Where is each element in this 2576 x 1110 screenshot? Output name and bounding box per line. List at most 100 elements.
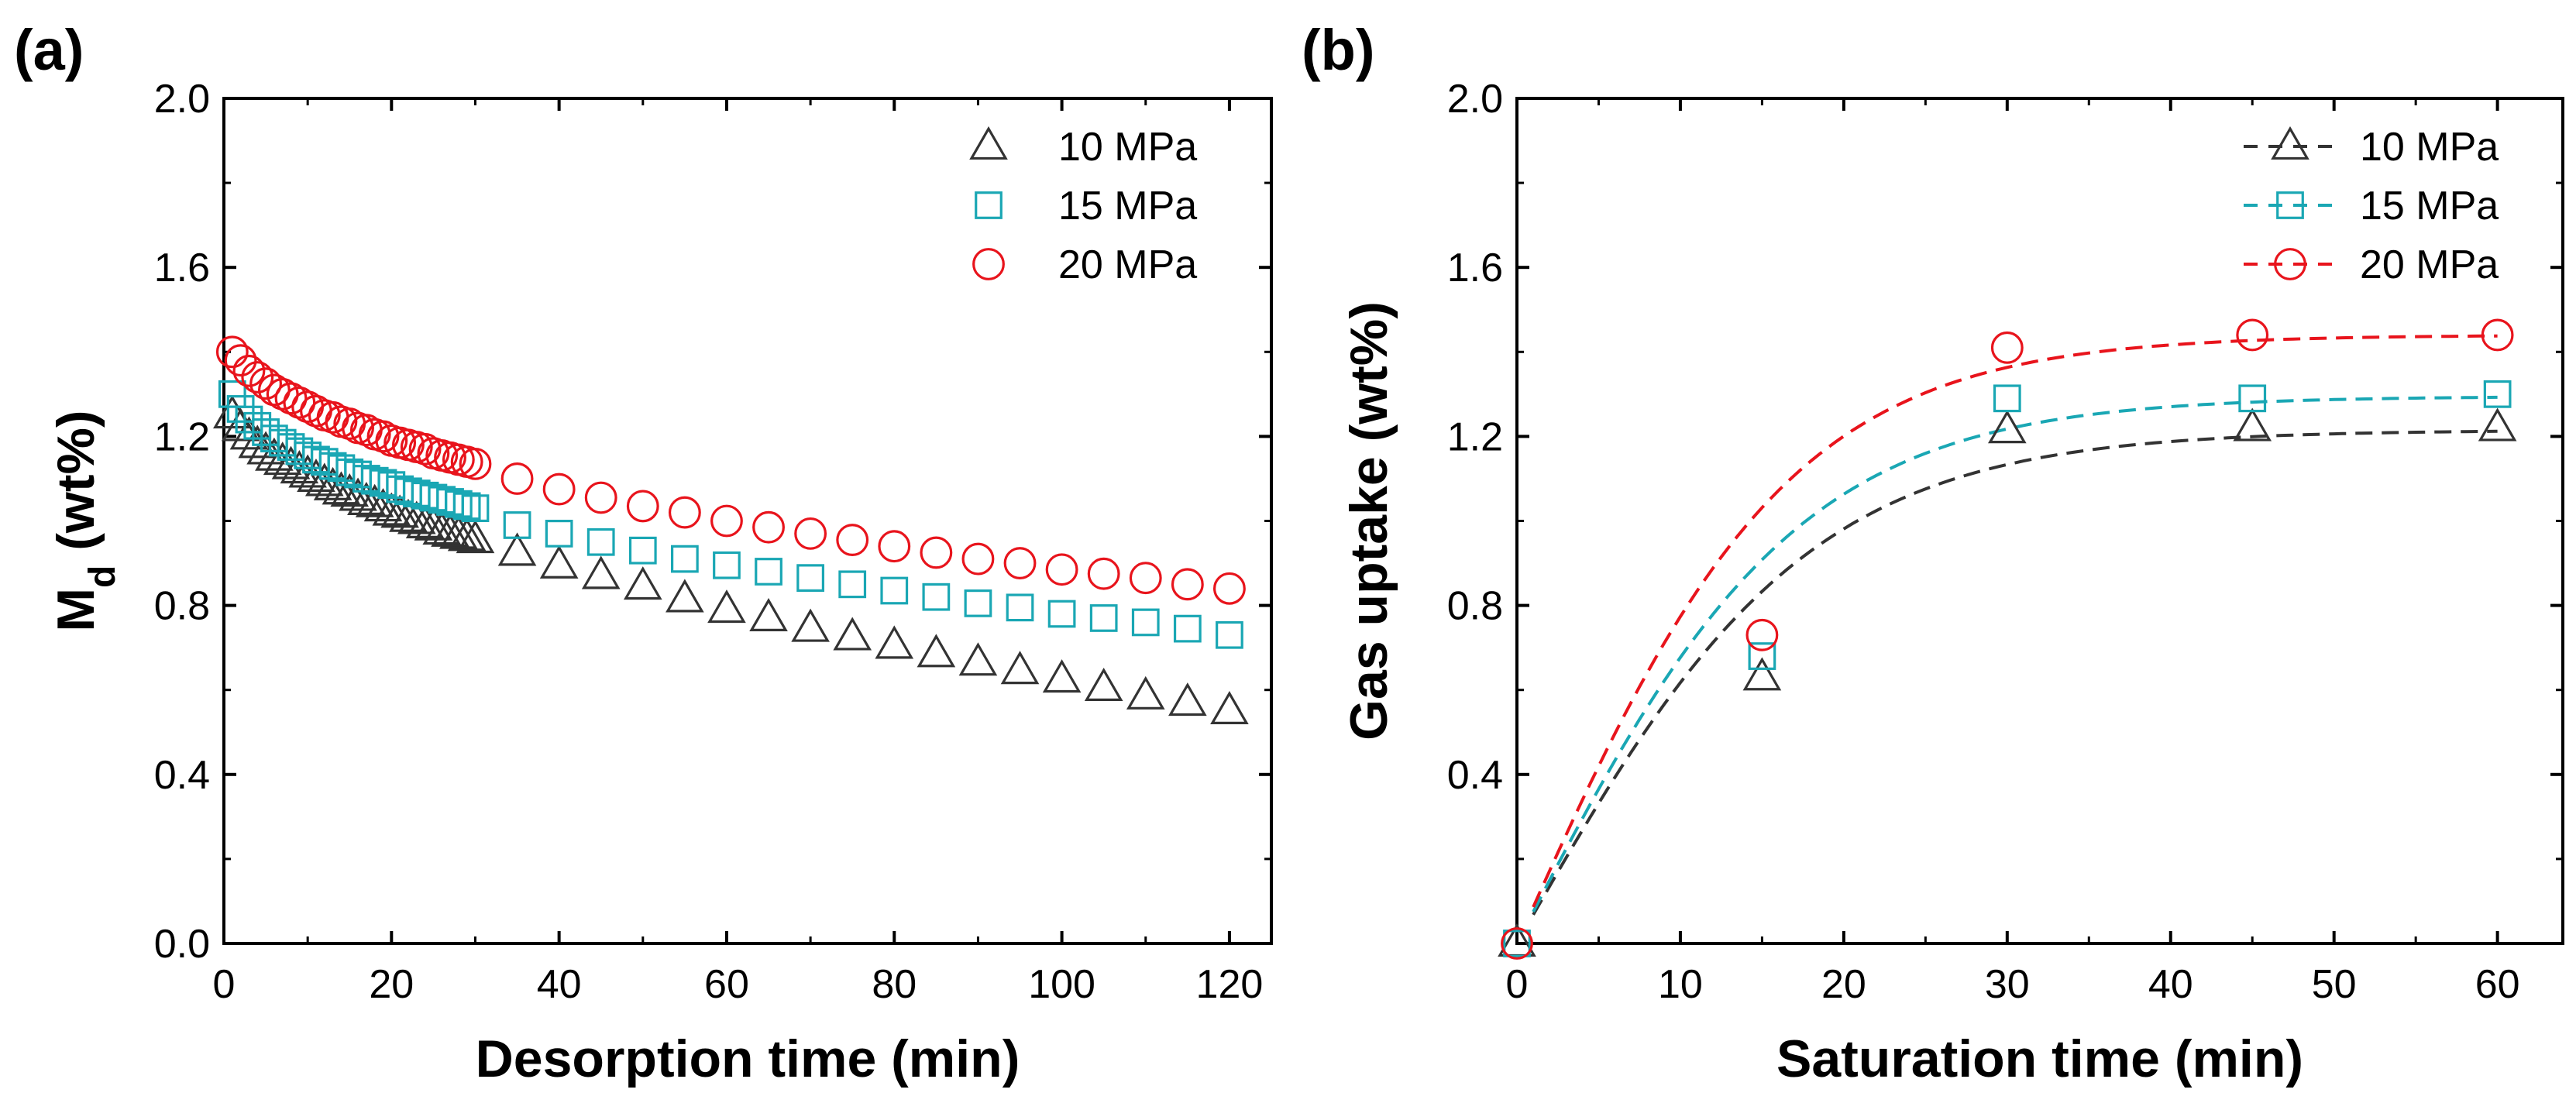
data-point bbox=[1003, 547, 1037, 579]
x-tick-label: 120 bbox=[1196, 962, 1264, 1007]
chart-b: 0 10 20 30 40 50 60 0.4 0.8 1.2 1.6 2.0 Saturation t… bbox=[1302, 18, 2564, 1088]
data-point bbox=[500, 462, 534, 495]
data-point bbox=[1213, 572, 1246, 605]
x-tick-label: 60 bbox=[2475, 962, 2520, 1007]
data-point bbox=[1742, 657, 1782, 691]
data-point bbox=[366, 420, 400, 453]
data-point bbox=[1000, 651, 1040, 685]
legend-label: 10 MPa bbox=[1058, 125, 1197, 170]
y-axis-label-rest: (wt%) bbox=[46, 410, 105, 565]
x-tick-label: 0 bbox=[213, 962, 236, 1007]
data-point bbox=[1216, 620, 1243, 649]
y-tick-label: 1.2 bbox=[1447, 414, 1503, 459]
data-point bbox=[372, 492, 411, 526]
data-point bbox=[257, 373, 291, 407]
data-point bbox=[752, 510, 785, 544]
legend-label: 20 MPa bbox=[1058, 242, 1197, 287]
data-point bbox=[1129, 562, 1162, 595]
data-point bbox=[397, 500, 436, 534]
data-point bbox=[456, 520, 495, 554]
y-tick-label: 2.0 bbox=[154, 77, 210, 122]
data-point bbox=[439, 515, 478, 549]
data-point bbox=[917, 634, 956, 668]
data-point bbox=[961, 542, 995, 576]
y-tick-label: 1.6 bbox=[154, 246, 210, 290]
y-tick-label: 0.4 bbox=[1447, 753, 1503, 798]
data-point bbox=[880, 576, 909, 605]
data-point bbox=[226, 395, 255, 423]
y-axis-label-sub: d bbox=[82, 565, 123, 588]
data-point bbox=[1047, 600, 1076, 628]
data-point bbox=[1131, 608, 1160, 637]
y-axis-label: Md (wt%) bbox=[46, 410, 123, 631]
data-point bbox=[355, 483, 394, 517]
data-point bbox=[2481, 318, 2514, 352]
x-tick-label: 0 bbox=[1506, 962, 1529, 1007]
data-point bbox=[794, 517, 827, 550]
data-point bbox=[422, 511, 462, 545]
x-tick-label: 40 bbox=[537, 962, 582, 1007]
data-point bbox=[1168, 682, 1207, 717]
data-point bbox=[461, 494, 490, 523]
data-point bbox=[710, 504, 743, 538]
data-point bbox=[283, 386, 316, 419]
legend-marker bbox=[2271, 126, 2309, 160]
legend-marker bbox=[2276, 191, 2304, 219]
y-tick-label: 0.0 bbox=[154, 922, 210, 967]
legend-label: 20 MPa bbox=[2360, 242, 2499, 287]
legend-label: 10 MPa bbox=[2360, 125, 2499, 170]
legend-marker bbox=[972, 248, 1005, 280]
fit-curve bbox=[1532, 395, 2498, 913]
data-point bbox=[2478, 407, 2517, 442]
data-point bbox=[749, 597, 788, 632]
data-point bbox=[1990, 331, 2024, 364]
data-point bbox=[833, 617, 872, 651]
data-point bbox=[1089, 604, 1118, 632]
data-point bbox=[459, 447, 492, 480]
data-point bbox=[1042, 659, 1082, 693]
data-point bbox=[322, 471, 361, 505]
x-tick-label: 10 bbox=[1658, 962, 1703, 1007]
data-point bbox=[297, 458, 335, 492]
data-point bbox=[221, 407, 260, 442]
x-tick-label: 100 bbox=[1028, 962, 1095, 1007]
data-point bbox=[503, 511, 531, 539]
data-point bbox=[249, 367, 282, 400]
data-point bbox=[218, 380, 246, 408]
data-point bbox=[1087, 557, 1120, 590]
y-axis-label-main: M bbox=[46, 588, 105, 632]
x-tick-label: 60 bbox=[704, 962, 749, 1007]
data-point bbox=[1173, 614, 1202, 643]
data-point bbox=[964, 589, 992, 617]
data-point bbox=[1501, 927, 1533, 960]
data-point bbox=[796, 564, 824, 593]
data-point bbox=[389, 498, 428, 532]
data-point bbox=[1745, 618, 1779, 651]
data-point bbox=[2483, 380, 2512, 408]
data-point bbox=[238, 424, 277, 459]
legend-label: 15 MPa bbox=[2360, 184, 2499, 229]
data-point bbox=[1987, 410, 2027, 444]
y-tick-label: 0.8 bbox=[1447, 584, 1503, 629]
data-point bbox=[363, 488, 403, 522]
data-point bbox=[414, 507, 453, 541]
data-point bbox=[447, 517, 487, 552]
data-point bbox=[444, 490, 473, 518]
data-point bbox=[713, 551, 741, 579]
legend-marker bbox=[975, 191, 1003, 219]
data-point bbox=[431, 513, 469, 547]
data-point bbox=[1993, 384, 2021, 413]
data-point bbox=[626, 490, 659, 523]
data-point bbox=[274, 382, 308, 415]
data-point bbox=[958, 642, 998, 676]
legend: 10 MPa 15 MPa 20 MPa bbox=[2244, 125, 2499, 287]
y-tick-label: 1.2 bbox=[154, 414, 210, 459]
data-point bbox=[584, 481, 617, 514]
data-point bbox=[878, 530, 911, 563]
data-point bbox=[922, 582, 951, 611]
series-10-mpa bbox=[1498, 407, 2517, 957]
data-point bbox=[347, 481, 386, 515]
legend-marker bbox=[2274, 248, 2306, 280]
data-point bbox=[665, 579, 704, 613]
